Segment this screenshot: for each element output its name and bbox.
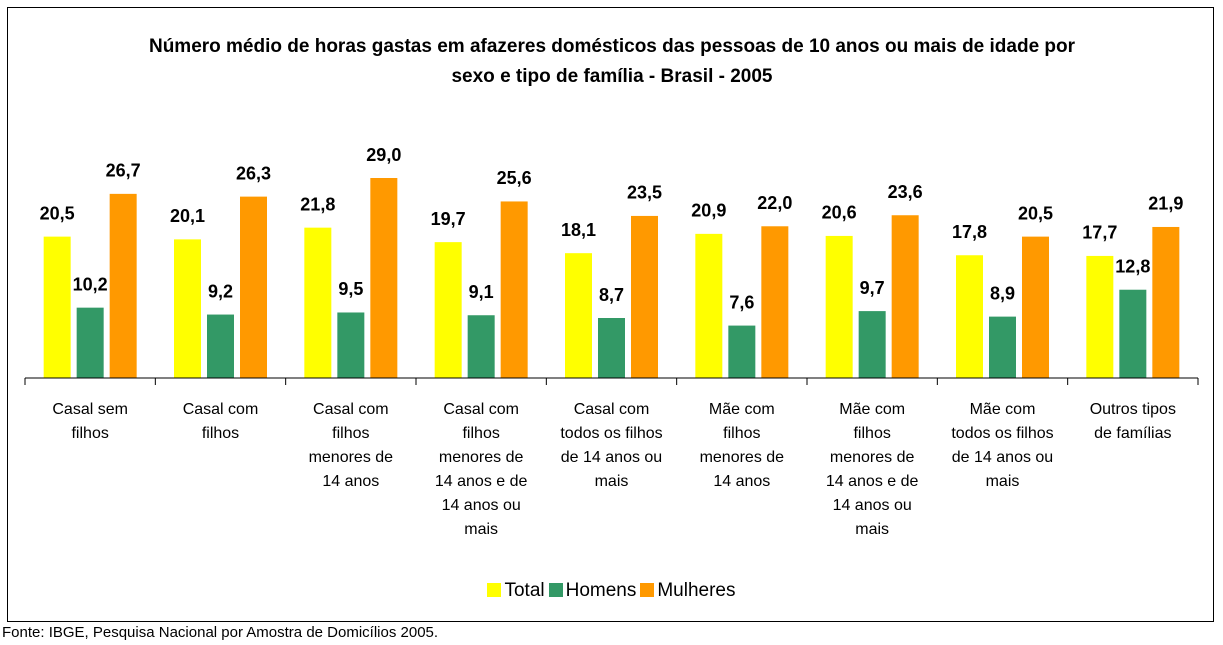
bar bbox=[1152, 226, 1180, 378]
x-tick-label: Casal com todos os filhos de 14 anos ou … bbox=[560, 401, 663, 490]
data-label: 29,0 bbox=[366, 145, 401, 165]
bar bbox=[1119, 289, 1147, 378]
data-label: 9,5 bbox=[338, 279, 363, 299]
bar bbox=[598, 318, 625, 378]
legend-item: Mulheres bbox=[640, 580, 736, 602]
data-label: 26,7 bbox=[106, 161, 141, 181]
bar bbox=[43, 236, 71, 378]
x-tick-label: Mãe com todos os filhos de 14 anos ou ma… bbox=[951, 401, 1054, 490]
bar bbox=[825, 235, 853, 378]
data-label: 17,8 bbox=[952, 222, 987, 242]
source-note: Fonte: IBGE, Pesquisa Nacional por Amost… bbox=[2, 624, 439, 641]
bar bbox=[370, 178, 398, 378]
bar bbox=[728, 325, 756, 378]
data-label: 9,7 bbox=[860, 278, 885, 298]
bar bbox=[76, 307, 104, 378]
data-label: 12,8 bbox=[1115, 256, 1150, 276]
bar bbox=[467, 315, 495, 378]
bar bbox=[989, 316, 1016, 378]
x-tick-label: Casal com filhos bbox=[182, 401, 259, 442]
bar bbox=[631, 215, 658, 378]
legend-label: Homens bbox=[565, 580, 637, 601]
bar bbox=[240, 196, 267, 378]
data-label: 21,8 bbox=[300, 194, 335, 214]
data-label: 23,5 bbox=[627, 183, 662, 203]
bar bbox=[500, 201, 528, 378]
bar bbox=[891, 215, 919, 378]
bar bbox=[304, 227, 332, 378]
bar bbox=[1022, 236, 1049, 378]
bar bbox=[174, 239, 201, 378]
x-tick-label: Mãe com filhos menores de 14 anos e de 1… bbox=[825, 401, 919, 538]
bar bbox=[565, 253, 592, 378]
bar bbox=[761, 226, 789, 378]
data-label: 8,7 bbox=[599, 285, 624, 305]
legend-swatch bbox=[548, 583, 563, 597]
data-label: 26,3 bbox=[236, 163, 271, 183]
data-label: 10,2 bbox=[73, 274, 108, 294]
data-label: 22,0 bbox=[757, 193, 792, 213]
legend-swatch bbox=[487, 583, 502, 597]
chart-title: Número médio de horas gastas em afazeres… bbox=[148, 36, 1076, 87]
data-label: 20,5 bbox=[40, 203, 75, 223]
data-label: 8,9 bbox=[990, 283, 1015, 303]
x-tick-label: Outros tipos de famílias bbox=[1089, 401, 1176, 442]
data-label: 9,1 bbox=[469, 282, 494, 302]
data-label: 18,1 bbox=[561, 220, 596, 240]
x-tick-label: Casal com filhos menores de 14 anos bbox=[308, 401, 394, 490]
data-label: 20,5 bbox=[1018, 203, 1053, 223]
legend-item: Homens bbox=[548, 580, 637, 602]
data-label: 17,7 bbox=[1082, 223, 1117, 243]
bar bbox=[858, 311, 886, 378]
bar bbox=[109, 193, 137, 378]
legend-label: Mulheres bbox=[657, 580, 736, 601]
bar bbox=[1086, 255, 1114, 378]
data-label: 20,9 bbox=[691, 201, 726, 221]
data-label: 25,6 bbox=[497, 168, 532, 188]
legend-swatch bbox=[640, 583, 655, 597]
x-tick-label: Mãe com filhos menores de 14 anos bbox=[699, 401, 785, 490]
data-label: 7,6 bbox=[729, 292, 754, 312]
x-tick-label: Casal sem filhos bbox=[52, 401, 128, 442]
bar bbox=[337, 312, 365, 378]
bar bbox=[434, 242, 462, 378]
chart-frame bbox=[7, 7, 1214, 622]
x-tick-label: Casal com filhos menores de 14 anos e de… bbox=[434, 401, 528, 538]
legend-label: Total bbox=[504, 580, 545, 601]
legend-item: Total bbox=[487, 580, 545, 602]
bar bbox=[207, 314, 234, 378]
data-label: 21,9 bbox=[1148, 194, 1183, 214]
bar bbox=[956, 255, 983, 378]
data-label: 23,6 bbox=[888, 182, 923, 202]
data-label: 19,7 bbox=[431, 209, 466, 229]
data-label: 20,6 bbox=[822, 203, 857, 223]
data-label: 20,1 bbox=[170, 206, 205, 226]
data-label: 9,2 bbox=[208, 281, 233, 301]
bar bbox=[695, 233, 723, 378]
legend: Total Homens Mulheres bbox=[0, 580, 1223, 602]
